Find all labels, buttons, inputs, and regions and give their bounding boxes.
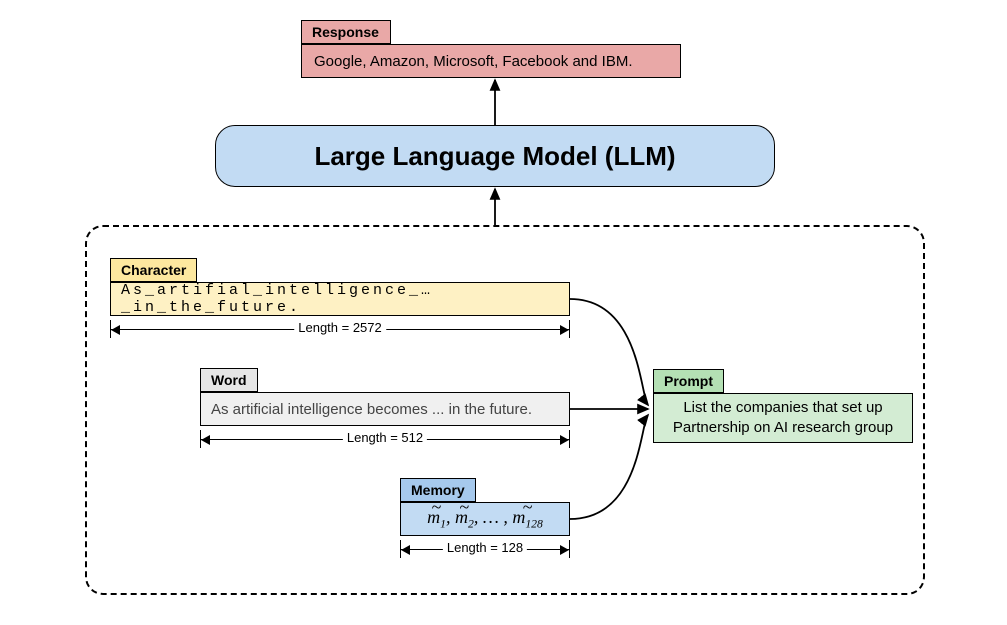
prompt-line1: List the companies that set up [683, 398, 882, 418]
word-length-bar: Length = 512 [200, 430, 570, 450]
memory-length-label: Length = 128 [443, 540, 527, 555]
memory-tokens: m1, m2, … , m128 [427, 507, 543, 531]
word-tab: Word [200, 368, 258, 392]
prompt-tab: Prompt [653, 369, 724, 393]
word-tab-label: Word [211, 372, 247, 388]
response-box: Google, Amazon, Microsoft, Facebook and … [301, 44, 681, 78]
prompt-line2: Partnership on AI research group [673, 418, 893, 438]
llm-box: Large Language Model (LLM) [215, 125, 775, 187]
word-box: As artificial intelligence becomes ... i… [200, 392, 570, 426]
character-length-bar: Length = 2572 [110, 320, 570, 340]
character-tab: Character [110, 258, 197, 282]
word-text: As artificial intelligence becomes ... i… [211, 401, 532, 418]
llm-text: Large Language Model (LLM) [314, 141, 675, 172]
response-text: Google, Amazon, Microsoft, Facebook and … [314, 53, 633, 70]
prompt-box: List the companies that set up Partnersh… [653, 393, 913, 443]
word-length-label: Length = 512 [343, 430, 427, 445]
prompt-tab-label: Prompt [664, 373, 713, 389]
memory-box: m1, m2, … , m128 [400, 502, 570, 536]
character-length-label: Length = 2572 [294, 320, 386, 335]
memory-tab-label: Memory [411, 482, 465, 498]
character-tab-label: Character [121, 262, 186, 278]
response-tab-label: Response [312, 24, 379, 40]
character-box: As_artifial_intelligence_…_in_the_future… [110, 282, 570, 316]
response-tab: Response [301, 20, 391, 44]
character-text: As_artifial_intelligence_…_in_the_future… [121, 282, 559, 316]
memory-length-bar: Length = 128 [400, 540, 570, 560]
